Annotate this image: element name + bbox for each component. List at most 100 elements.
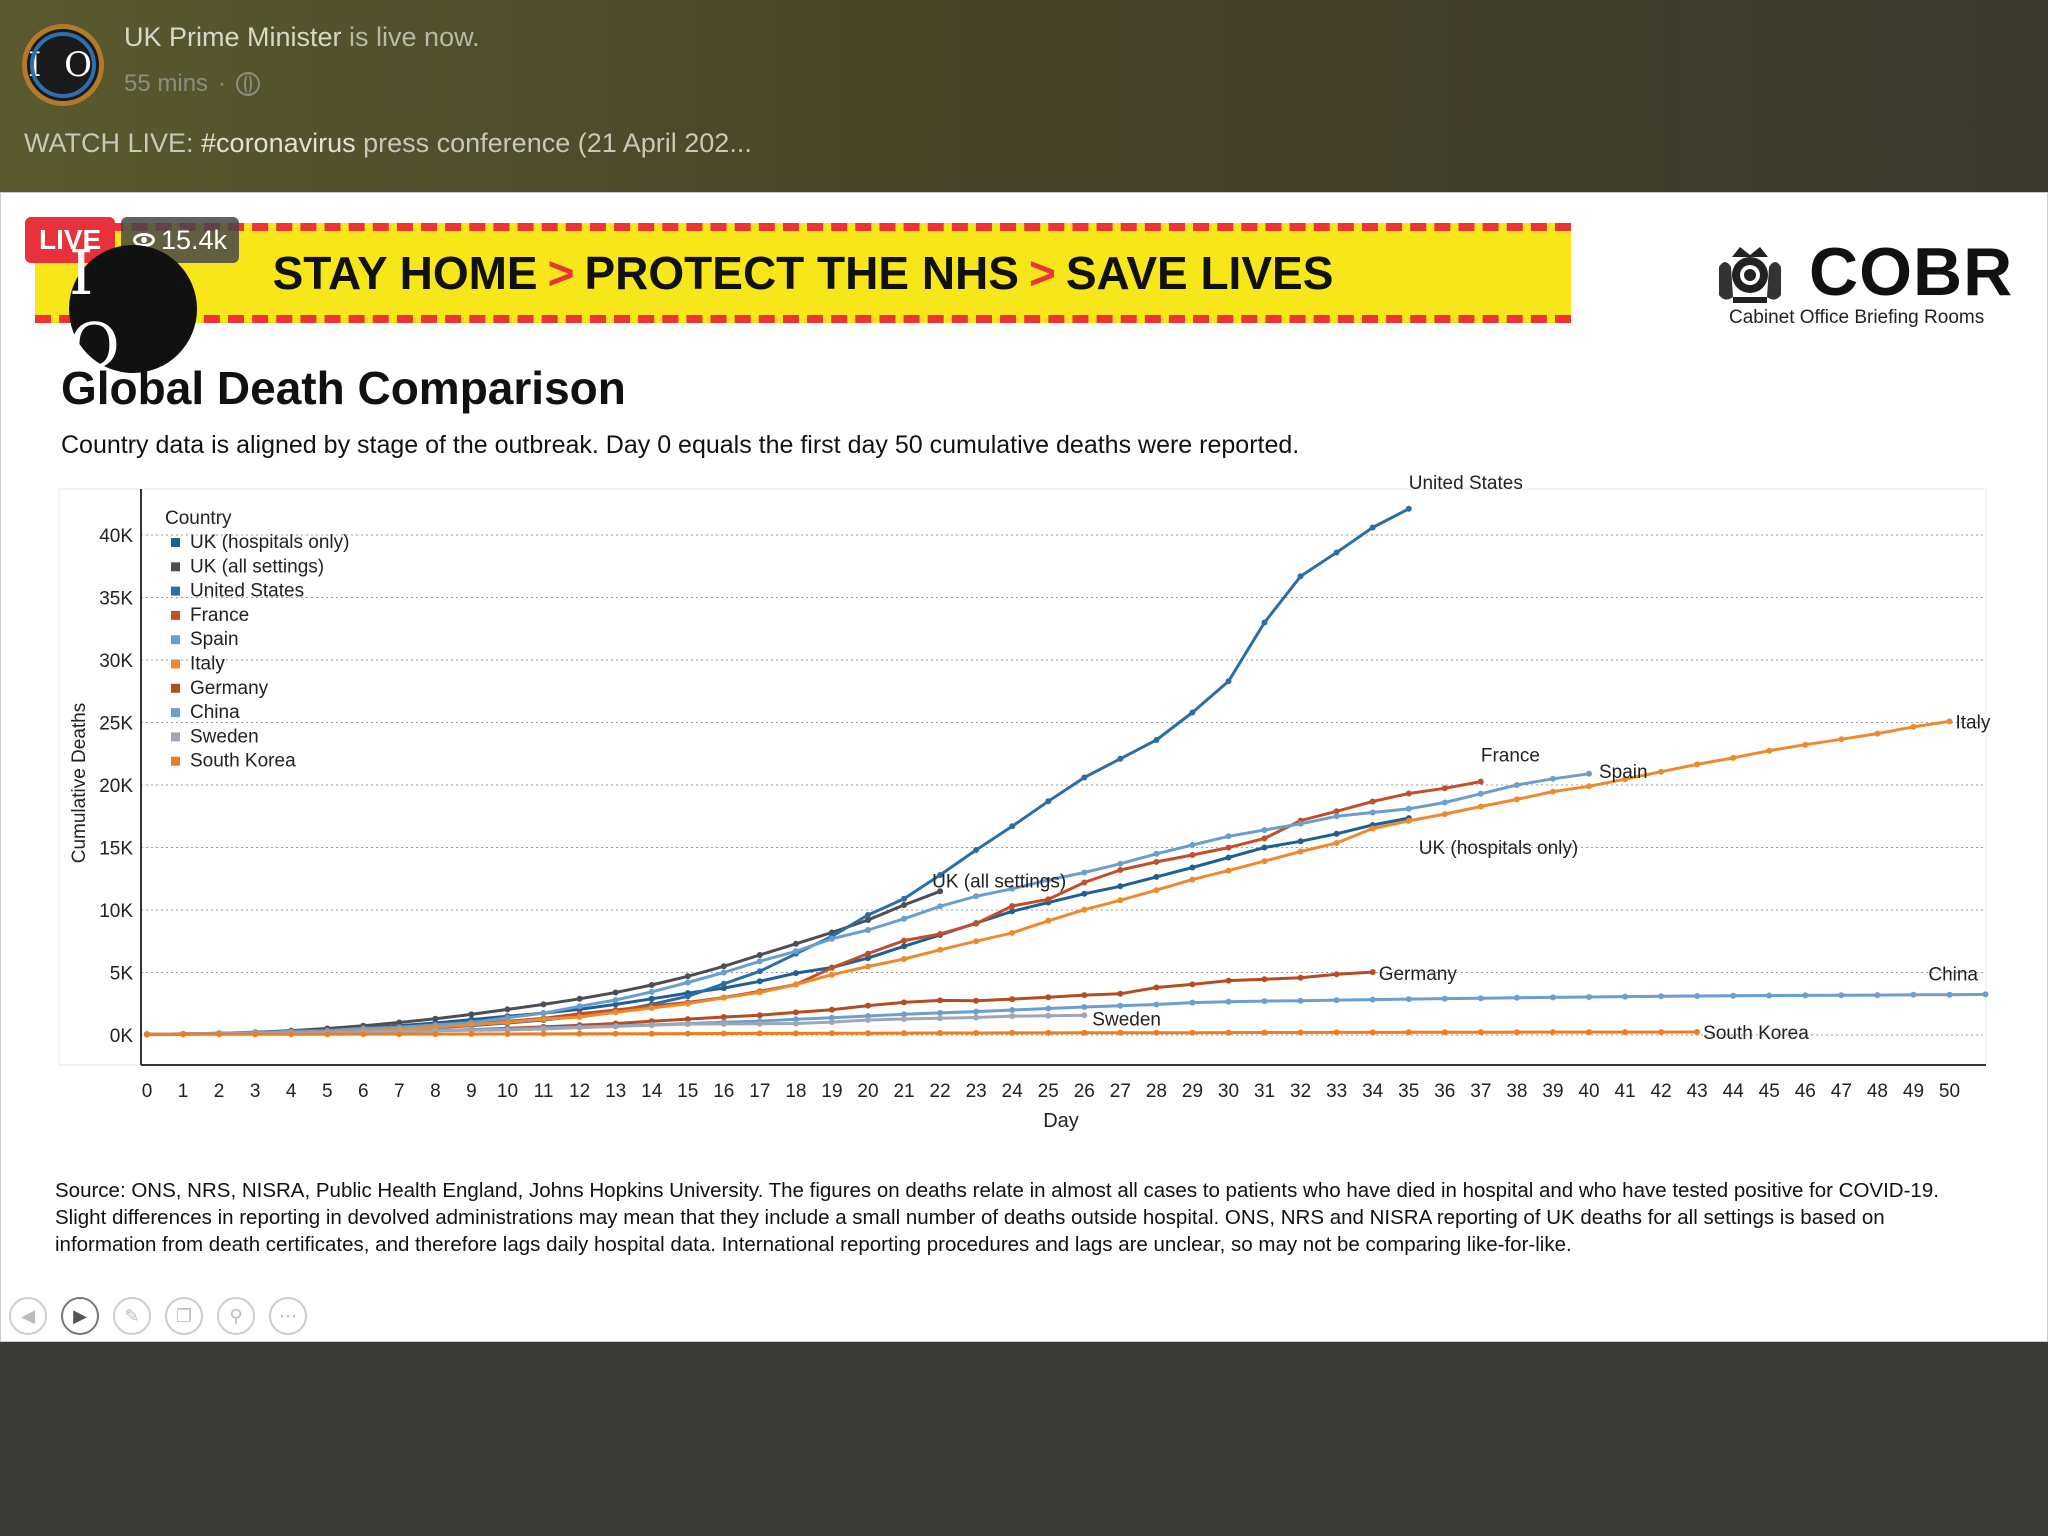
x-tick-label: 47 [1831, 1081, 1852, 1102]
banner-protect-nhs: PROTECT THE NHS [584, 247, 1019, 299]
data-point [1405, 1029, 1412, 1036]
series-line [146, 1030, 1698, 1036]
post-meta: 55 mins · [124, 70, 261, 98]
data-point [144, 1031, 150, 1038]
data-point [648, 1030, 655, 1037]
data-point [1333, 840, 1340, 846]
x-tick-label: 4 [286, 1081, 297, 1102]
data-point [1081, 879, 1088, 886]
y-tick-label: 5K [110, 964, 134, 985]
data-point [937, 997, 944, 1004]
x-tick-label: 41 [1614, 1081, 1635, 1102]
data-point [1477, 790, 1484, 797]
data-point [1081, 774, 1088, 781]
poster-name[interactable]: UK Prime Minister [124, 22, 342, 52]
data-point [684, 993, 691, 1000]
series-end-label: Sweden [1092, 1009, 1161, 1030]
data-point [1045, 798, 1052, 805]
legend-label: United States [190, 581, 304, 602]
x-tick-label: 36 [1434, 1081, 1455, 1102]
data-point [973, 920, 980, 927]
data-point [1766, 992, 1773, 999]
post-text: WATCH LIVE: #coronavirus press conferenc… [24, 128, 752, 159]
data-point [1333, 971, 1340, 978]
hashtag-link[interactable]: #coronavirus [201, 128, 356, 158]
data-point [1045, 994, 1052, 1001]
legend-label: South Korea [190, 751, 296, 772]
legend-title: Country [165, 508, 232, 529]
legend-label: France [190, 605, 249, 626]
pen-icon[interactable]: ✎ [113, 1297, 151, 1335]
video-player[interactable]: STAY HOME > PROTECT THE NHS > SAVE LIVES… [0, 192, 2048, 1342]
data-point [1261, 827, 1268, 833]
data-point [792, 981, 799, 988]
data-point [1225, 833, 1232, 840]
data-point [324, 1031, 331, 1038]
data-point [1009, 996, 1016, 1003]
data-point [1477, 803, 1484, 810]
data-point [1153, 737, 1160, 743]
data-point [901, 956, 907, 962]
data-point [1081, 890, 1088, 897]
prev-icon[interactable]: ◀ [9, 1297, 47, 1335]
x-tick-label: 43 [1687, 1081, 1708, 1102]
x-tick-label: 14 [641, 1081, 663, 1102]
data-point [504, 1031, 511, 1037]
x-tick-label: 30 [1218, 1081, 1239, 1102]
data-point [901, 1011, 907, 1018]
x-tick-label: 32 [1290, 1081, 1311, 1102]
data-point [684, 1021, 691, 1028]
data-point [1297, 974, 1304, 981]
data-point [720, 1020, 727, 1027]
data-point [1297, 848, 1304, 855]
series-end-label: France [1481, 746, 1540, 767]
avatar[interactable]: I O [22, 24, 104, 106]
data-point [612, 997, 619, 1003]
series-end-label: UK (all settings) [932, 871, 1066, 892]
avatar-ring [30, 32, 96, 98]
data-point [576, 1014, 583, 1020]
data-point [973, 893, 980, 900]
x-tick-label: 1 [178, 1081, 189, 1102]
data-point [1586, 783, 1592, 790]
data-point [1009, 1013, 1016, 1020]
post-time[interactable]: 55 mins [124, 70, 209, 97]
x-tick-label: 6 [358, 1081, 369, 1102]
data-point [648, 995, 655, 1002]
data-point [828, 971, 835, 978]
x-tick-label: 29 [1182, 1081, 1203, 1102]
data-point [1261, 858, 1268, 865]
data-point [720, 1014, 727, 1020]
channel-logo: I O [69, 236, 197, 382]
data-point [1045, 1005, 1052, 1012]
data-point [612, 1009, 619, 1016]
zoom-icon[interactable]: ⚲ [217, 1297, 255, 1335]
y-tick-label: 20K [99, 776, 133, 797]
series-end-label: South Korea [1703, 1023, 1809, 1044]
y-tick-label: 25K [99, 714, 133, 735]
data-point [1081, 992, 1088, 999]
data-point [720, 963, 727, 970]
legend-label: China [190, 702, 240, 723]
data-point [1369, 969, 1376, 976]
x-tick-label: 27 [1110, 1081, 1131, 1102]
x-tick-label: 10 [497, 1081, 518, 1102]
play-icon[interactable]: ▶ [61, 1297, 99, 1335]
data-point [1009, 1029, 1016, 1036]
data-point [648, 1005, 655, 1011]
x-tick-label: 26 [1074, 1081, 1095, 1102]
data-point [576, 1024, 583, 1031]
data-point [1513, 782, 1520, 788]
x-tick-label: 34 [1362, 1081, 1384, 1102]
banner-chevron-2: > [1028, 247, 1056, 299]
x-tick-label: 39 [1542, 1081, 1563, 1102]
more-icon[interactable]: ⋯ [269, 1297, 307, 1335]
copy-icon[interactable]: ❐ [165, 1297, 203, 1335]
plot-frame [58, 488, 1987, 1066]
data-point [828, 935, 835, 942]
legend-swatch [171, 586, 180, 596]
cobr-wordmark: COBR [1809, 234, 2014, 310]
data-point [1297, 1029, 1304, 1036]
data-point [1513, 796, 1520, 803]
data-point [1117, 990, 1124, 997]
